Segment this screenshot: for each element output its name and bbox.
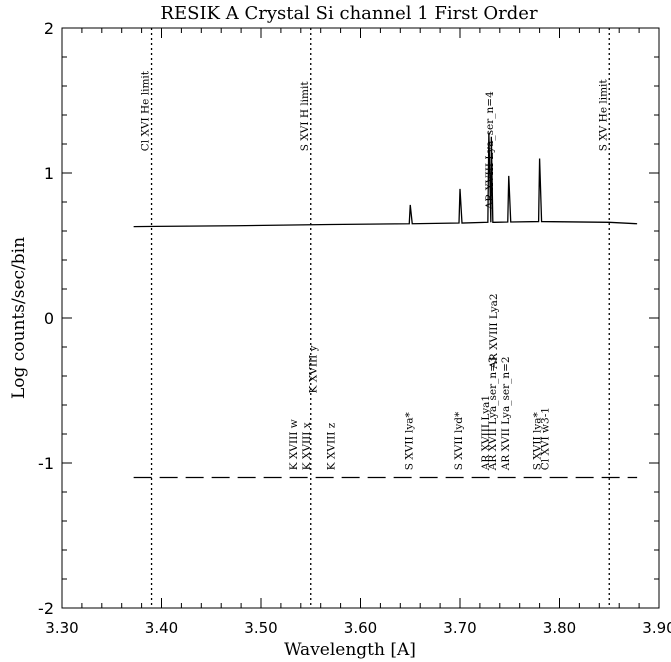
line-annotation: AR XVII Lya_ser_n=3	[487, 356, 499, 471]
y-tick-label: 0	[44, 309, 54, 328]
x-tick-label: 3.60	[344, 619, 377, 637]
x-tick-label: 3.40	[145, 619, 178, 637]
line-annotation: S XVII lya*	[532, 411, 544, 470]
chart-title: RESIK A Crystal Si channel 1 First Order	[160, 3, 538, 24]
line-annotation: K XVIII w	[288, 419, 300, 470]
line-annotation: Cl XVI w3-1	[540, 407, 552, 470]
line-annotation: AR XVII Lya_ser_n=2	[500, 356, 512, 471]
x-tick-label: 3.30	[45, 619, 78, 637]
limit-label: Cl XVI He limit	[140, 70, 152, 151]
x-axis-label: Wavelength [A]	[284, 640, 416, 660]
line-annotation: K XVIII z	[326, 422, 338, 470]
x-tick-label: 3.50	[244, 619, 277, 637]
y-axis-label: Log counts/sec/bin	[9, 237, 29, 399]
line-annotation: AR XVIII Lya1	[480, 395, 492, 471]
limit-label: S XVI H limit	[299, 81, 311, 152]
y-tick-label: -2	[38, 599, 54, 618]
y-tick-label: 1	[44, 164, 54, 183]
line-annotation: S XVII lyd*	[453, 411, 465, 470]
y-tick-label: 2	[44, 19, 54, 38]
line-annotation: K XVIII y	[308, 345, 320, 393]
x-tick-label: 3.70	[443, 619, 476, 637]
line-annotation: AR XVIII Lya_ser_n=4	[484, 91, 496, 210]
x-tick-label: 3.90	[642, 619, 671, 637]
line-annotation: S XVII lya*	[403, 411, 415, 470]
limit-label: S XV He limit	[597, 79, 609, 152]
y-tick-label: -1	[38, 454, 54, 473]
line-annotation: K XVIII x	[301, 422, 313, 470]
x-tick-label: 3.80	[543, 619, 576, 637]
line-annotation: AR XVIII Lya2	[488, 293, 500, 369]
spectrum-series-line	[133, 132, 638, 228]
